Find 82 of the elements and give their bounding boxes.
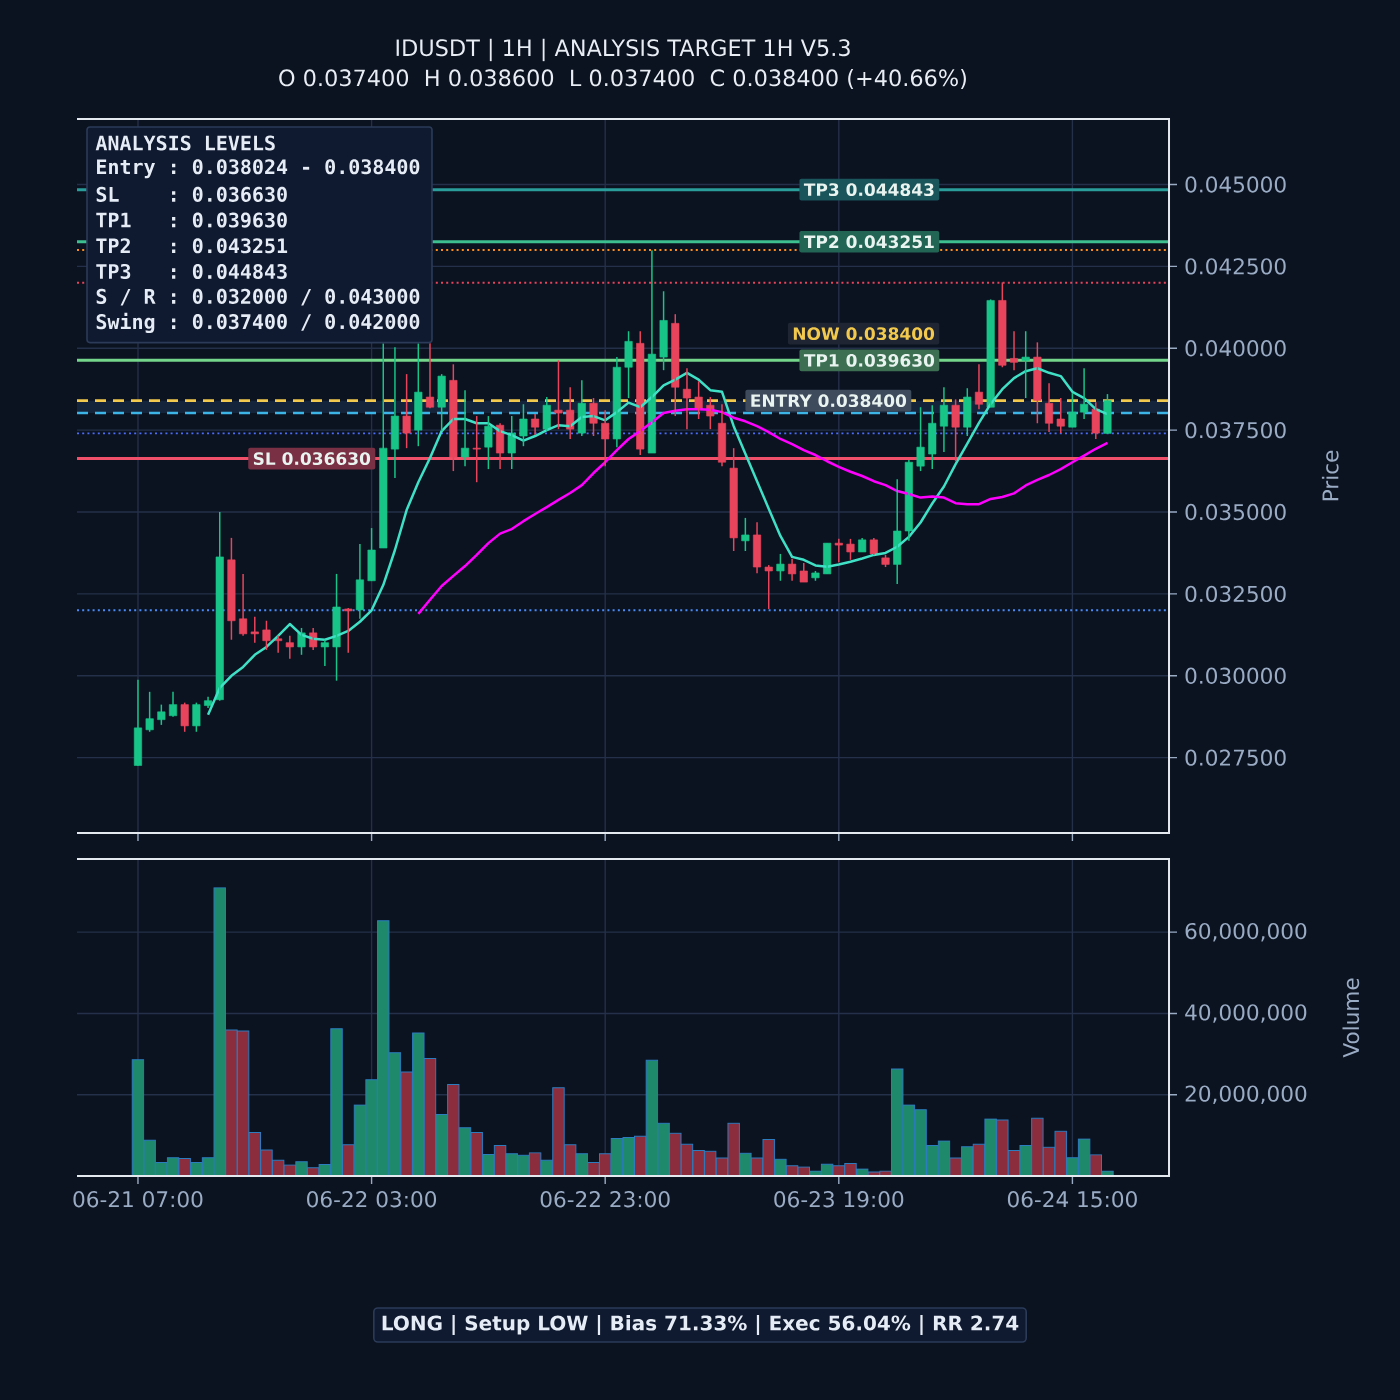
candlestick xyxy=(1056,397,1065,434)
annotation: ANALYSIS LEVELS xyxy=(95,135,275,151)
candlestick xyxy=(472,415,481,483)
y-tick-label: 20,000,000 xyxy=(1185,1085,1307,1104)
candlestick xyxy=(1103,393,1112,435)
candlestick xyxy=(659,290,668,371)
annotation: Swing : 0.037400 / 0.042000 xyxy=(96,312,420,334)
ref-line-label: SL 0.036630 xyxy=(253,452,371,466)
x-tick-label: 06-24 15:00 xyxy=(1007,1191,1137,1208)
annotation: Entry : 0.038024 - 0.038400 xyxy=(97,159,420,179)
band-label: ENTRY 0.038400 xyxy=(751,394,907,408)
candlestick xyxy=(262,620,271,651)
y-tick-label: 0.032500 xyxy=(1185,585,1286,603)
y-tick-label: 0.040000 xyxy=(1185,340,1286,357)
candlestick xyxy=(145,691,154,733)
y-tick-label: 0.030000 xyxy=(1185,667,1286,684)
candlestick xyxy=(694,380,703,420)
candlestick xyxy=(157,703,166,726)
candlestick xyxy=(776,553,785,582)
candlestick xyxy=(741,517,750,552)
candlestick xyxy=(402,373,411,449)
candlestick xyxy=(624,330,633,399)
y-tick-label: 0.042500 xyxy=(1185,258,1286,275)
y-tick-label: 0.045000 xyxy=(1185,176,1286,193)
candlestick xyxy=(332,573,341,682)
candlestick xyxy=(1068,392,1077,428)
candlestick xyxy=(1021,330,1030,399)
candlestick xyxy=(554,359,563,430)
x-tick-label: 06-22 03:00 xyxy=(307,1191,437,1208)
y-axis-title: Volume xyxy=(1342,978,1360,1058)
ref-line-label: TP1 0.039630 xyxy=(803,353,935,367)
candlestick xyxy=(344,607,353,654)
text: LONG | Setup LOW | Bias 71.33% | Exec 56.04% | RR 2.74 xyxy=(382,1314,1019,1335)
ref-line-label: NOW 0.038400 xyxy=(793,327,935,341)
annotation: SL : 0.036630 xyxy=(96,186,287,202)
candlestick xyxy=(764,564,773,610)
x-tick-label: 06-23 19:00 xyxy=(774,1191,904,1208)
candlestick xyxy=(320,639,329,667)
annotation: TP1 : 0.039630 xyxy=(96,212,287,228)
candlestick xyxy=(285,635,294,660)
candlestick xyxy=(250,616,259,644)
candlestick xyxy=(846,538,855,561)
annotation: TP2 : 0.043251 xyxy=(96,238,288,254)
candlestick xyxy=(671,313,680,417)
chart-subtitle: O 0.037400 H 0.038600 L 0.037400 C 0.038400 (+40.66%) xyxy=(279,68,966,89)
candlestick xyxy=(215,511,224,702)
candlestick xyxy=(449,363,458,472)
y-axis-title: Price xyxy=(1321,450,1339,501)
candlestick xyxy=(963,387,972,437)
candlestick xyxy=(484,415,493,470)
ref-line-label: TP2 0.043251 xyxy=(803,235,934,249)
candlestick xyxy=(729,447,738,552)
candlestick xyxy=(951,398,960,462)
y-tick-label: 0.027500 xyxy=(1185,749,1286,766)
y-tick-label: 0.037500 xyxy=(1185,421,1286,439)
y-tick-label: 0.035000 xyxy=(1185,503,1286,521)
x-tick-label: 06-22 23:00 xyxy=(540,1191,670,1208)
y-tick-label: 60,000,000 xyxy=(1185,922,1307,942)
candlestick xyxy=(227,537,236,641)
candlestick xyxy=(916,406,925,472)
candlestick xyxy=(192,701,201,733)
candlestick xyxy=(986,298,995,408)
chart-title: IDUSDT | 1H | ANALYSIS TARGET 1H V5.3 xyxy=(396,38,850,62)
annotation: TP3 : 0.044843 xyxy=(96,263,287,280)
ref-line-label: TP3 0.044843 xyxy=(803,183,934,197)
candlestick xyxy=(519,403,528,447)
candlestick xyxy=(531,413,540,436)
candlestick xyxy=(414,342,423,447)
y-tick-label: 40,000,000 xyxy=(1185,1004,1307,1023)
candlestick xyxy=(379,342,388,549)
x-tick-label: 06-21 07:00 xyxy=(73,1191,203,1208)
candlestick xyxy=(1033,341,1042,425)
annotation: S / R : 0.032000 / 0.043000 xyxy=(96,288,420,306)
candlestick xyxy=(297,627,306,656)
candlestick xyxy=(437,373,446,432)
candlestick xyxy=(858,537,867,553)
candlestick xyxy=(799,562,808,583)
candlestick xyxy=(367,527,376,582)
candlestick xyxy=(601,409,610,467)
candlestick xyxy=(180,701,189,733)
candlestick xyxy=(823,542,832,575)
candlestick xyxy=(834,538,843,563)
